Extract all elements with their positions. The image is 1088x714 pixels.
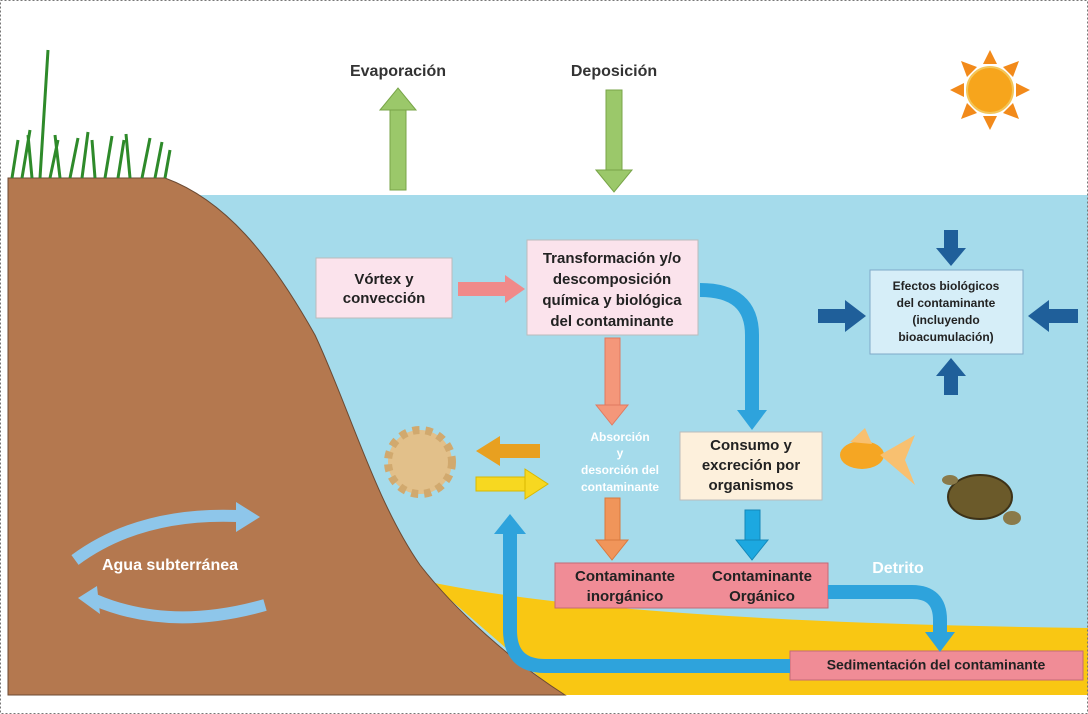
sedimentation-text: Sedimentación del contaminante — [827, 657, 1046, 673]
sun — [950, 50, 1030, 130]
groundwater-label: Agua subterránea — [102, 557, 238, 574]
consumption-text: Consumo y — [710, 437, 792, 454]
detritus-label: Detrito — [872, 560, 924, 577]
vortex-box — [316, 258, 452, 318]
effects-text: del contaminante — [897, 296, 996, 310]
transformation-text: química y biológica — [542, 292, 682, 309]
inorganic-text: Contaminante — [575, 568, 675, 585]
sorption-text: contaminante — [581, 480, 659, 494]
particle — [388, 430, 452, 494]
inorganic-text: inorgánico — [587, 588, 664, 605]
transformation-text: Transformación y/o — [543, 250, 681, 267]
vortex-text: Vórtex y — [354, 271, 414, 288]
organic-text: Contaminante — [712, 568, 812, 585]
vortex-text: convección — [343, 290, 426, 307]
consumption-text: excreción por — [702, 457, 801, 474]
effects-text: Efectos biológicos — [893, 279, 1000, 293]
consumption-text: organismos — [708, 477, 793, 494]
sorption-text: Absorción — [590, 430, 649, 444]
diagram: Evaporación Deposición — [0, 0, 1088, 714]
sorption-text: desorción del — [581, 463, 659, 477]
deposition-label: Deposición — [571, 63, 657, 80]
evaporation-label: Evaporación — [350, 63, 446, 80]
effects-text: (incluyendo — [912, 313, 979, 327]
effects-text: bioacumulación) — [898, 330, 993, 344]
organic-text: Orgánico — [729, 588, 795, 605]
transformation-text: del contaminante — [550, 313, 673, 330]
transformation-text: descomposición — [553, 271, 671, 288]
sorption-text: y — [617, 446, 624, 460]
